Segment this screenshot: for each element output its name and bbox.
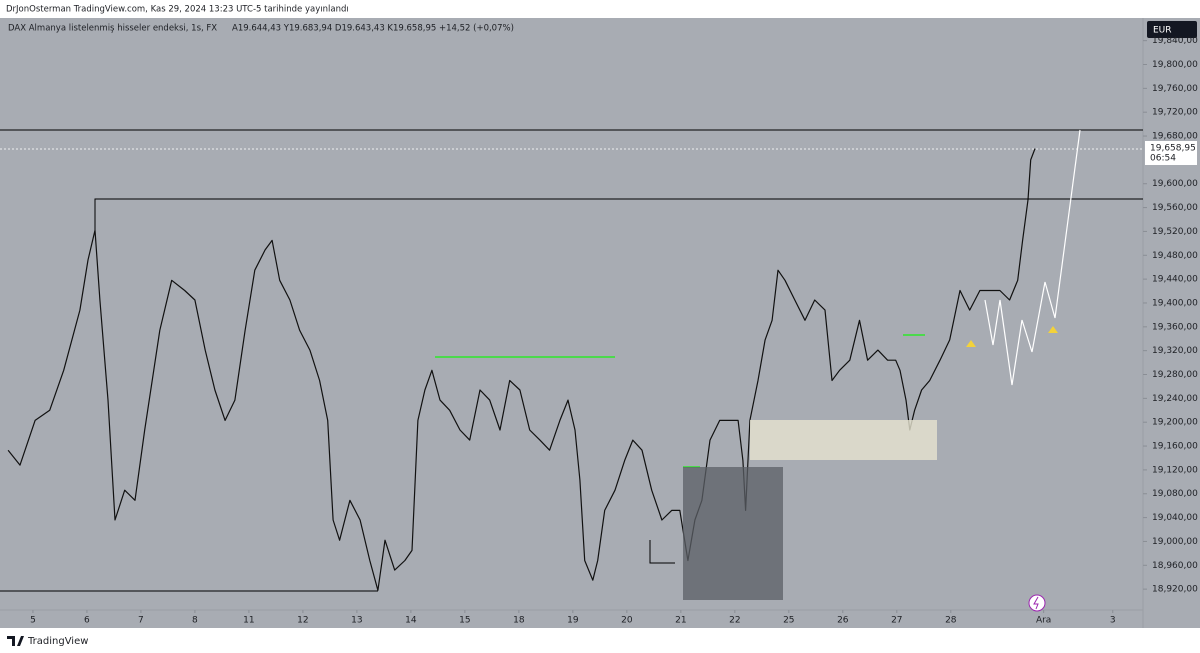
brand-logo	[7, 636, 24, 646]
y-tick-label: 19,520,00	[1152, 227, 1198, 237]
x-tick-label: 8	[192, 616, 198, 626]
x-tick-label: 3	[1110, 616, 1116, 626]
y-tick-label: 19,600,00	[1152, 179, 1198, 189]
projection-path	[984, 129, 1081, 386]
x-tick-label: 27	[891, 616, 902, 626]
y-tick-label: 19,680,00	[1152, 132, 1198, 142]
y-tick-label: 18,920,00	[1152, 585, 1198, 595]
symbol-name: DAX Almanya listelenmiş hisseler endeksi…	[8, 24, 217, 34]
y-tick-label: 19,480,00	[1152, 251, 1198, 261]
y-tick-label: 19,320,00	[1152, 346, 1198, 356]
x-tick-label: 15	[459, 616, 470, 626]
x-tick-label: 6	[84, 616, 90, 626]
x-tick-label: 28	[945, 616, 957, 626]
x-tick-label: 19	[567, 616, 579, 626]
y-tick-label: 19,760,00	[1152, 84, 1198, 94]
y-tick-label: 19,840,00	[1152, 36, 1198, 46]
x-tick-label: 14	[405, 616, 417, 626]
x-tick-label: 22	[729, 616, 740, 626]
y-tick-label: 19,720,00	[1152, 108, 1198, 118]
y-tick-label: 19,080,00	[1152, 489, 1198, 499]
x-tick-label: 5	[30, 616, 36, 626]
x-tick-label: 20	[621, 616, 633, 626]
marker-triangle	[1048, 326, 1058, 333]
price-line	[7, 148, 1036, 591]
y-tick-label: 19,800,00	[1152, 60, 1198, 70]
level-line	[649, 540, 675, 564]
y-tick-label: 19,200,00	[1152, 418, 1198, 428]
last-price-box	[1145, 141, 1197, 165]
y-tick-label: 19,120,00	[1152, 465, 1198, 475]
order-block	[683, 467, 783, 600]
x-tick-label: 18	[513, 616, 525, 626]
ohlc-text: A19.644,43 Y19.683,94 D19.643,43 K19.658…	[232, 24, 514, 34]
publisher-bar	[0, 0, 1200, 18]
event-icon[interactable]	[1028, 594, 1046, 612]
y-tick-label: 18,960,00	[1152, 561, 1198, 571]
x-tick-label: 25	[783, 616, 794, 626]
y-tick-label: 19,280,00	[1152, 370, 1198, 380]
y-tick-label: 19,160,00	[1152, 442, 1198, 452]
event-icon-bolt	[1033, 596, 1039, 610]
y-tick-label: 19,360,00	[1152, 322, 1198, 332]
y-tick-label: 19,400,00	[1152, 298, 1198, 308]
drawings	[0, 129, 1143, 612]
last-price: 19,658,95	[1150, 144, 1196, 154]
marker-triangle	[966, 340, 976, 347]
y-tick-label: 19,240,00	[1152, 394, 1198, 404]
x-tick-label: 11	[243, 616, 254, 626]
x-tick-label: 12	[297, 616, 308, 626]
demand-zone	[750, 420, 937, 460]
y-tick-label: 19,560,00	[1152, 203, 1198, 213]
x-tick-label: 13	[351, 616, 362, 626]
currency-box[interactable]	[1147, 21, 1197, 38]
y-tick-label: 19,040,00	[1152, 513, 1198, 523]
y-tick-label: 19,000,00	[1152, 537, 1198, 547]
currency[interactable]: EUR	[1153, 26, 1172, 36]
footer	[0, 628, 1200, 653]
chart-background	[0, 18, 1200, 628]
x-tick-label: 26	[837, 616, 849, 626]
level-line	[94, 198, 1143, 230]
y-tick-label: 19,440,00	[1152, 275, 1198, 285]
countdown: 06:54	[1150, 154, 1176, 164]
x-tick-label: 7	[138, 616, 144, 626]
publisher-text: DrJonOsterman TradingView.com, Kas 29, 2…	[6, 5, 349, 15]
brand-name: TradingView	[27, 636, 88, 647]
x-tick-label: Ara	[1036, 616, 1051, 626]
x-tick-label: 21	[675, 616, 686, 626]
